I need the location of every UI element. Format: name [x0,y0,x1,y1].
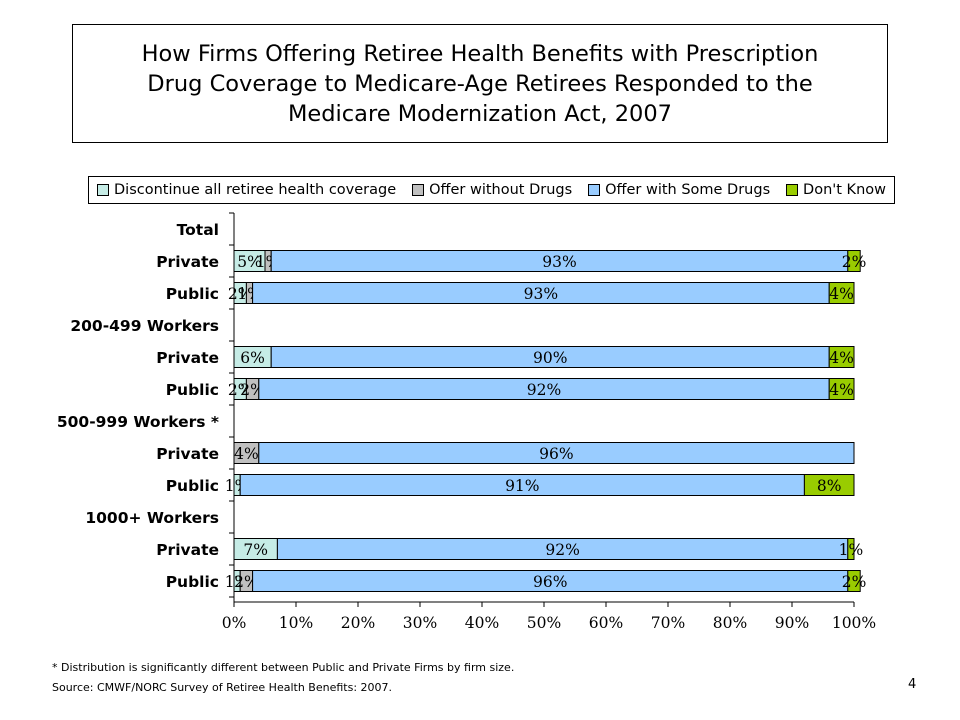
x-tick-label-10pct: 10% [279,614,313,632]
bar-1000-workers-public-don-t-know [847,570,861,592]
x-tick-label-80pct: 80% [713,614,747,632]
title-line-2: Drug Coverage to Medicare-Age Retirees R… [147,70,813,97]
data-label-200-499-workers-private-offer-with-some-drugs: 90% [533,349,567,367]
data-label-200-499-workers-private-discontinue-all-retiree-health-coverage: 6% [240,349,265,367]
legend-label-without-drugs: Offer without Drugs [429,182,573,198]
data-label-1000-workers-private-don-t-know: 1% [839,541,864,559]
row-label-total-private: Private [156,253,219,271]
data-label-500-999-workers-private-offer-with-some-drugs: 96% [539,445,573,463]
footnote-source: Source: CMWF/NORC Survey of Retiree Heal… [52,681,393,694]
data-label-200-499-workers-private-don-t-know: 4% [829,349,854,367]
bar-200-499-workers-private-don-t-know [828,346,855,368]
x-tick-label-90pct: 90% [775,614,809,632]
category-label-200-499-workers: 200-499 Workers [70,317,219,335]
legend-swatch-dont-know [786,184,799,196]
data-label-1000-workers-public-offer-with-some-drugs: 96% [533,573,567,591]
legend-label-with-some-drugs: Offer with Some Drugs [605,182,771,198]
page-number: 4 [908,677,917,692]
x-tick-label-40pct: 40% [465,614,499,632]
x-tick-label-20pct: 20% [341,614,375,632]
legend-item-dont-know: Don't Know [786,182,886,198]
data-label-500-999-workers-public-offer-with-some-drugs: 91% [505,477,539,495]
x-tick-label-30pct: 30% [403,614,437,632]
row-label-500-999-workers-public: Public [166,477,219,495]
data-label-500-999-workers-private-offer-without-drugs: 4% [234,445,259,463]
data-label-1000-workers-public-don-t-know: 2% [842,573,867,591]
data-label-total-private-offer-with-some-drugs: 93% [542,253,576,271]
x-tick-label-60pct: 60% [589,614,623,632]
data-label-1000-workers-private-offer-with-some-drugs: 92% [545,541,579,559]
data-label-total-private-don-t-know: 2% [842,253,867,271]
legend-item-without-drugs: Offer without Drugs [412,182,572,198]
x-tick-label-70pct: 70% [651,614,685,632]
footnote-significance: * Distribution is significantly differen… [52,661,515,674]
data-label-500-999-workers-public-don-t-know: 8% [817,477,842,495]
legend-label-discontinue: Discontinue all retiree health coverage [114,182,397,198]
row-label-200-499-workers-private: Private [156,349,219,367]
row-label-1000-workers-public: Public [166,573,219,591]
legend-label-dont-know: Don't Know [803,182,886,198]
category-label-total: Total [177,221,219,239]
data-label-total-public-offer-with-some-drugs: 93% [524,285,558,303]
x-tick-label-0pct: 0% [222,614,247,632]
chart-title: How Firms Offering Retiree Health Benefi… [72,24,888,143]
bar-200-499-workers-public-don-t-know [828,378,855,400]
bar-total-private-don-t-know [847,250,861,272]
title-line-1: How Firms Offering Retiree Health Benefi… [141,40,819,67]
row-label-200-499-workers-public: Public [166,381,219,399]
row-label-1000-workers-private: Private [156,541,219,559]
data-label-1000-workers-private-discontinue-all-retiree-health-coverage: 7% [243,541,268,559]
data-label-total-private-discontinue-all-retiree-health-coverage: 5% [237,253,262,271]
x-tick-label-50pct: 50% [527,614,561,632]
row-label-500-999-workers-private: Private [156,445,219,463]
data-label-200-499-workers-public-don-t-know: 4% [829,381,854,399]
data-label-total-public-don-t-know: 4% [829,285,854,303]
bar-1000-workers-private-don-t-know [847,538,855,560]
title-line-3: Medicare Modernization Act, 2007 [288,100,672,127]
category-label-1000-workers: 1000+ Workers [85,509,219,527]
chart-legend: Discontinue all retiree health coverage … [88,176,895,204]
x-tick-label-100pct: 100% [832,614,876,632]
legend-item-with-some-drugs: Offer with Some Drugs [588,182,770,198]
data-label-200-499-workers-public-offer-with-some-drugs: 92% [527,381,561,399]
legend-swatch-discontinue [97,184,109,196]
legend-swatch-with-some-drugs [588,184,601,196]
bar-500-999-workers-private-offer-with-some-drugs [258,442,855,464]
category-label-500-999-workers: 500-999 Workers * [57,413,219,431]
bar-total-public-don-t-know [828,282,855,304]
legend-item-discontinue: Discontinue all retiree health coverage [97,182,396,198]
legend-swatch-without-drugs [412,184,425,196]
row-label-total-public: Public [166,285,219,303]
bar-500-999-workers-public-don-t-know [803,474,855,496]
